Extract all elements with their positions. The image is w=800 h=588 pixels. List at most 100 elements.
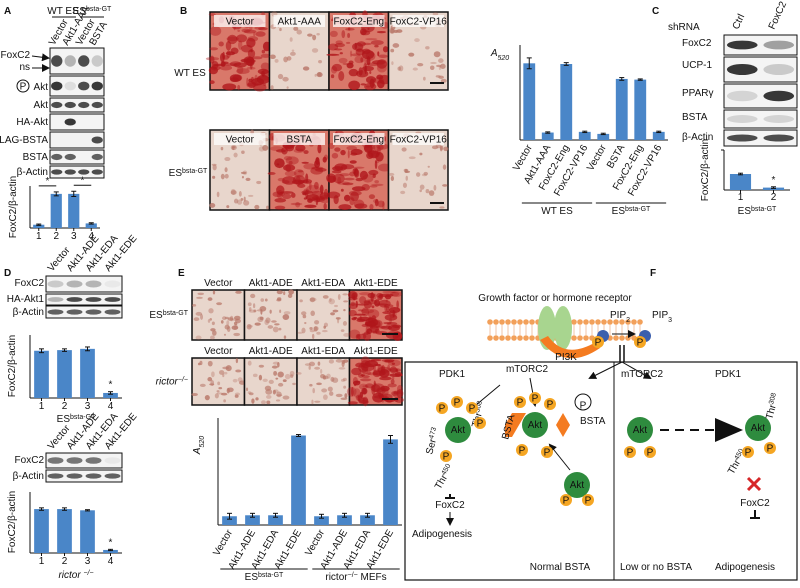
membrane-head bbox=[577, 319, 583, 325]
pi3k bbox=[540, 336, 600, 359]
stain-spot bbox=[354, 203, 368, 209]
blot-band bbox=[78, 81, 90, 91]
membrane-head bbox=[583, 335, 589, 341]
stain-spot bbox=[317, 143, 322, 154]
stain-spot bbox=[217, 381, 221, 386]
stain-spot bbox=[271, 320, 277, 323]
stain-spot bbox=[303, 197, 308, 200]
stain-spot bbox=[345, 41, 351, 44]
stain-spot bbox=[264, 319, 269, 326]
stain-spot bbox=[313, 326, 318, 332]
stain-spot bbox=[296, 372, 302, 375]
blot-band bbox=[47, 309, 64, 315]
image-label: Akt1-EDE bbox=[354, 346, 398, 357]
stain-spot bbox=[226, 50, 231, 58]
stain-spot bbox=[379, 376, 392, 381]
stain-spot bbox=[296, 29, 302, 35]
bar bbox=[34, 350, 49, 398]
stain-spot bbox=[218, 386, 223, 390]
stain-spot bbox=[311, 333, 315, 340]
stain-spot bbox=[363, 143, 376, 152]
stain-spot bbox=[355, 380, 361, 383]
x-tick-label: 2 bbox=[771, 192, 777, 203]
stain-spot bbox=[347, 401, 358, 405]
diagram-label: Adipogenesis bbox=[715, 562, 775, 573]
stain-spot bbox=[295, 201, 301, 208]
stain-spot bbox=[234, 394, 239, 398]
stain-spot bbox=[338, 71, 345, 81]
stain-spot bbox=[417, 63, 424, 67]
stain-spot bbox=[253, 309, 257, 313]
stain-spot bbox=[286, 56, 292, 61]
stain-spot bbox=[335, 317, 341, 320]
stain-spot bbox=[309, 383, 313, 387]
stain-spot bbox=[344, 393, 348, 399]
label-part: PIP bbox=[652, 310, 668, 321]
stain-spot bbox=[305, 194, 319, 201]
stain-spot bbox=[223, 333, 226, 336]
stain-spot bbox=[224, 63, 238, 66]
stain-spot bbox=[233, 321, 238, 326]
image-label: Akt1-ADE bbox=[249, 346, 293, 357]
stain-spot bbox=[233, 152, 238, 158]
bar bbox=[85, 223, 97, 228]
blot-band bbox=[64, 118, 76, 126]
stain-spot bbox=[237, 29, 241, 32]
x-tick-label: 2 bbox=[62, 401, 68, 412]
row-label: Akt bbox=[34, 82, 49, 93]
stain-spot bbox=[301, 190, 313, 195]
receptor bbox=[554, 306, 572, 350]
stain-spot bbox=[310, 310, 315, 317]
stain-spot bbox=[292, 382, 296, 386]
group-label: WT ES bbox=[541, 206, 573, 217]
stain-spot bbox=[230, 145, 237, 151]
label-part: ES bbox=[73, 6, 87, 17]
stain-spot bbox=[265, 317, 271, 324]
stain-spot bbox=[366, 62, 379, 67]
blot-band bbox=[763, 40, 795, 50]
stain-spot bbox=[374, 44, 379, 48]
blot-panel bbox=[45, 293, 123, 306]
stain-spot bbox=[421, 173, 428, 177]
bsta-protein bbox=[556, 413, 570, 437]
panel-label: E bbox=[178, 268, 185, 279]
phospho-site bbox=[474, 417, 486, 429]
stain-spot bbox=[209, 47, 219, 51]
stain-spot bbox=[368, 316, 373, 323]
stain-spot bbox=[282, 76, 289, 82]
stain-spot bbox=[366, 151, 374, 160]
stain-spot bbox=[342, 63, 351, 66]
stain-spot bbox=[330, 376, 335, 382]
x-tick-label: 3 bbox=[85, 556, 91, 567]
stain-spot bbox=[220, 392, 228, 396]
row-label: β-Actin bbox=[13, 307, 44, 318]
stain-spot bbox=[282, 314, 290, 320]
row-label: Akt bbox=[34, 100, 49, 111]
stain-spot bbox=[277, 297, 282, 301]
stain-spot bbox=[234, 315, 241, 320]
stain-spot bbox=[439, 206, 445, 209]
stain-spot bbox=[347, 27, 351, 31]
stain-spot bbox=[315, 157, 320, 165]
stain-spot bbox=[392, 324, 402, 329]
stain-spot bbox=[220, 173, 225, 180]
stain-spot bbox=[224, 173, 229, 179]
lane-label: FoxC2 bbox=[767, 0, 790, 31]
blot-band bbox=[47, 280, 64, 288]
stain-spot bbox=[301, 327, 306, 334]
stain-spot bbox=[377, 200, 385, 208]
blot-band bbox=[85, 457, 102, 464]
label-part: rictor bbox=[325, 572, 348, 583]
bar bbox=[634, 79, 647, 140]
stain-spot bbox=[307, 33, 313, 37]
stain-spot bbox=[316, 331, 321, 335]
group-label: ESbsta-GT bbox=[612, 206, 651, 218]
stain-spot bbox=[258, 374, 263, 381]
stain-spot bbox=[351, 386, 354, 397]
stain-spot bbox=[322, 394, 328, 400]
stain-spot bbox=[359, 315, 362, 321]
stain-spot bbox=[297, 331, 303, 334]
diagram-box bbox=[404, 361, 798, 581]
stain-spot bbox=[323, 325, 327, 329]
label-part: PIP bbox=[610, 310, 626, 321]
